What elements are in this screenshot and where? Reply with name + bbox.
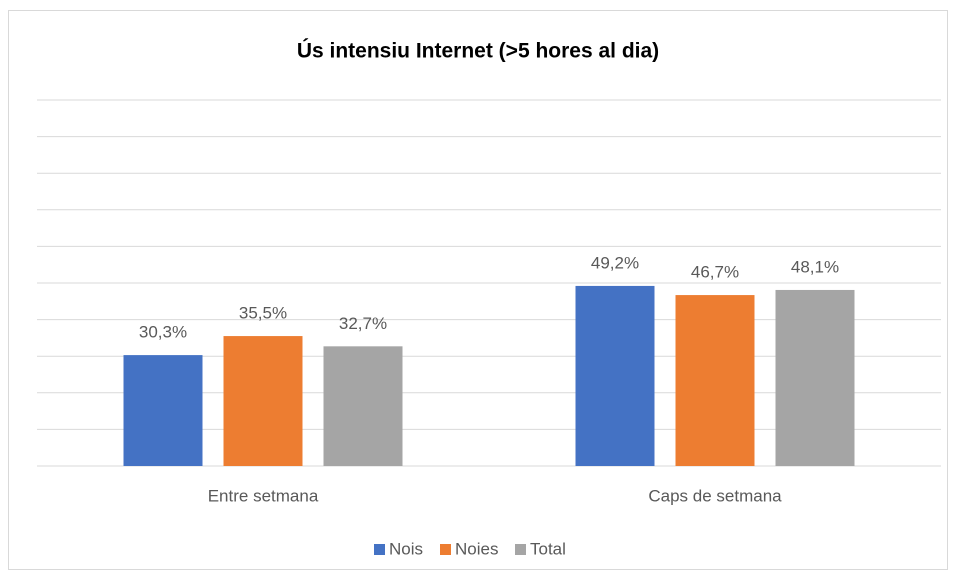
legend-label: Total xyxy=(530,539,566,558)
legend-label: Noies xyxy=(455,539,498,558)
data-label: 35,5% xyxy=(239,304,287,323)
data-label: 46,7% xyxy=(691,263,739,282)
bar xyxy=(575,285,655,466)
legend-swatch xyxy=(374,544,385,555)
chart-title: Ús intensiu Internet (>5 hores al dia) xyxy=(297,39,659,63)
legend-swatch xyxy=(515,544,526,555)
bar xyxy=(675,295,755,466)
data-label: 48,1% xyxy=(791,257,839,276)
data-label: 49,2% xyxy=(591,253,639,272)
legend-label: Nois xyxy=(389,539,423,558)
bar xyxy=(323,346,403,466)
x-tick-label: Caps de setmana xyxy=(648,486,782,505)
legend-swatch xyxy=(440,544,451,555)
bar xyxy=(775,289,855,466)
bar xyxy=(223,336,303,466)
data-label: 32,7% xyxy=(339,314,387,333)
bar xyxy=(123,355,203,466)
data-label: 30,3% xyxy=(139,323,187,342)
x-tick-label: Entre setmana xyxy=(208,486,319,505)
